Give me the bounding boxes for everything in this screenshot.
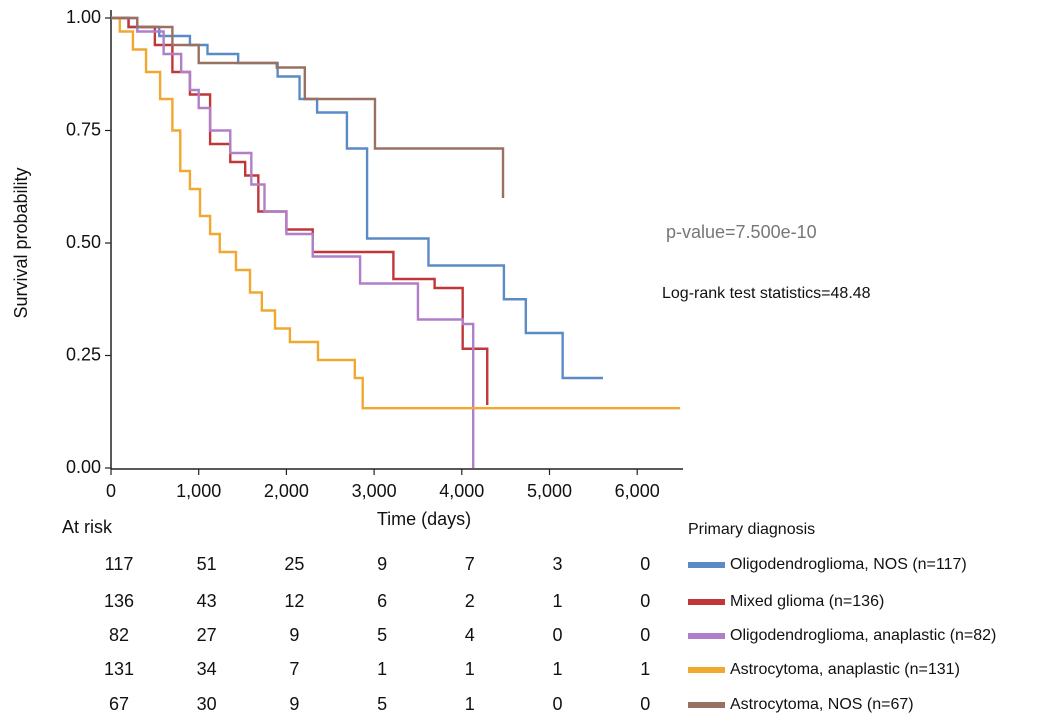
at-risk-count: 43 [197,591,217,611]
legend-swatch [688,562,725,568]
at-risk-count: 117 [105,554,134,574]
at-risk-count: 0 [552,625,562,645]
at-risk-count: 1 [377,659,387,679]
at-risk-count: 12 [284,591,304,611]
y-tick-label: 1.00 [66,7,101,27]
legend-swatch [688,702,725,708]
at-risk-count: 2 [465,591,475,611]
p-value: p-value=7.500e-10 [666,222,817,242]
y-tick-label: 0.50 [66,232,101,252]
at-risk-count: 9 [289,625,299,645]
log-rank: Log-rank test statistics=48.48 [662,285,871,302]
at-risk-count: 0 [640,694,650,714]
at-risk-count: 1 [640,659,650,679]
at-risk-count: 7 [465,554,475,574]
at-risk-count: 34 [197,659,217,679]
at-risk-count: 67 [109,694,129,714]
at-risk-count: 131 [104,659,134,679]
survival-curve [111,16,489,405]
legend-label: Oligodendroglioma, NOS (n=117) [730,556,967,573]
y-tick-label: 0.75 [66,119,101,139]
at-risk-count: 4 [465,625,475,645]
at-risk-count: 82 [109,625,129,645]
legend-swatch [688,633,725,639]
survival-curve [111,16,681,410]
x-tick-label: 4,000 [439,481,484,501]
survival-curve [111,16,505,198]
at-risk-count: 1 [552,591,562,611]
at-risk-count: 7 [289,659,299,679]
legend-label: Mixed glioma (n=136) [730,593,884,610]
at-risk-count: 30 [197,694,217,714]
at-risk-count: 1 [552,659,562,679]
at-risk-count: 9 [289,694,299,714]
at-risk-count: 3 [552,554,562,574]
at-risk-count: 0 [640,591,650,611]
at-risk-count: 0 [552,694,562,714]
legend-label: Astrocytoma, NOS (n=67) [730,696,914,713]
at-risk-count: 25 [284,554,304,574]
x-tick-label: 0 [106,481,116,501]
at-risk-count: 27 [197,625,217,645]
risk-title: At risk [62,517,113,537]
at-risk-count: 51 [197,554,217,574]
at-risk-count: 9 [377,554,387,574]
x-tick-label: 3,000 [352,481,397,501]
y-axis-label: Survival probability [11,167,31,318]
x-tick-label: 1,000 [176,481,221,501]
legend-label: Astrocytoma, anaplastic (n=131) [730,661,960,678]
legend-swatch [688,667,725,673]
x-axis-label: Time (days) [377,509,471,529]
at-risk-count: 0 [640,554,650,574]
at-risk-count: 1 [465,659,475,679]
x-tick-label: 5,000 [527,481,572,501]
legend-label: Oligodendroglioma, anaplastic (n=82) [730,627,996,644]
at-risk-count: 5 [377,694,387,714]
y-tick-label: 0.25 [66,344,101,364]
x-tick-label: 2,000 [264,481,309,501]
y-tick-label: 0.00 [66,457,101,477]
at-risk-count: 6 [377,591,387,611]
survival-curve [111,16,475,468]
at-risk-count: 1 [465,694,475,714]
at-risk-count: 0 [640,625,650,645]
at-risk-count: 136 [104,591,134,611]
x-tick-label: 6,000 [615,481,660,501]
at-risk-count: 5 [377,625,387,645]
legend-title: Primary diagnosis [688,521,815,538]
legend-swatch [688,599,725,605]
